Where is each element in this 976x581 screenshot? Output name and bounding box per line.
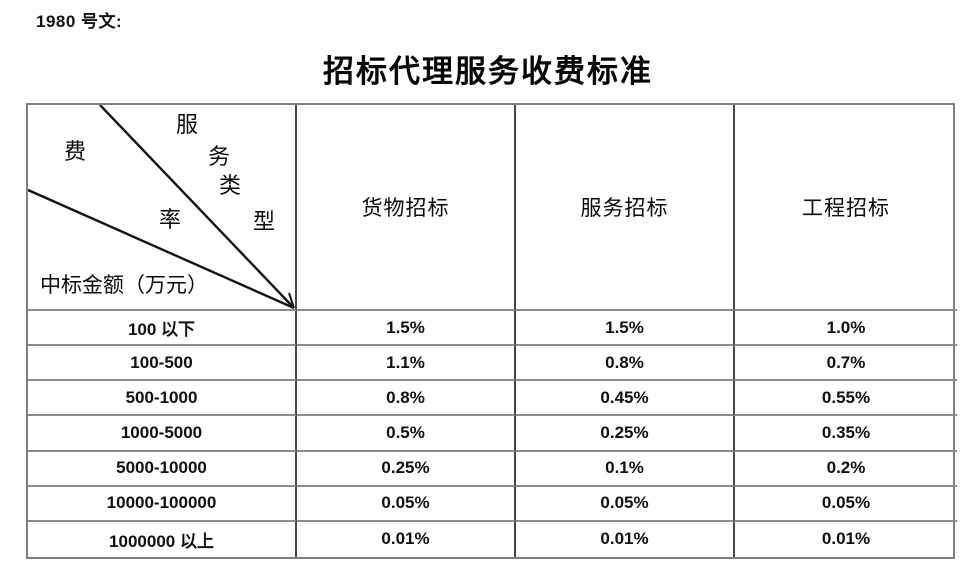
service-rate-cell: 0.8% <box>516 346 735 382</box>
corner-type-char-3: 类 <box>219 173 242 198</box>
amount-range-cell: 1000-5000 <box>28 416 297 452</box>
engineering-rate-cell: 1.0% <box>735 311 957 347</box>
amount-range-cell: 500-1000 <box>28 381 297 417</box>
amount-range-cell: 100-500 <box>28 346 297 382</box>
goods-rate-cell: 0.5% <box>297 416 516 452</box>
engineering-rate-cell: 0.05% <box>735 487 957 522</box>
engineering-rate-cell: 0.2% <box>735 452 957 487</box>
diagonal-divider-lines <box>28 105 295 309</box>
service-rate-cell: 0.45% <box>516 381 735 417</box>
goods-rate-cell: 0.25% <box>297 451 516 487</box>
engineering-rate-cell: 0.35% <box>735 416 957 452</box>
fee-table: 费 率 服 务 类 型 中标金额（万元） 货物招标 服务招标 工程招标 100 … <box>26 103 957 559</box>
amount-range-cell: 1000000 以上 <box>28 521 297 557</box>
corner-header-cell: 费 率 服 务 类 型 中标金额（万元） <box>28 105 297 311</box>
column-header-goods: 货物招标 <box>297 105 516 311</box>
corner-type-char-2: 务 <box>208 144 231 169</box>
corner-fee-char-2: 率 <box>159 207 182 232</box>
column-header-service: 服务招标 <box>516 105 735 311</box>
service-rate-cell: 0.01% <box>516 521 735 557</box>
doc-ref: 1980 号文: <box>36 12 123 31</box>
service-rate-cell: 0.25% <box>516 416 735 452</box>
goods-rate-cell: 0.05% <box>297 486 516 522</box>
engineering-rate-cell: 0.01% <box>821 529 871 549</box>
amount-range-cell: 10000-100000 <box>28 486 297 522</box>
service-rate-cell: 0.05% <box>516 486 735 522</box>
corner-fee-char-1: 费 <box>64 139 87 164</box>
engineering-rate-cell: 0.7% <box>735 346 957 382</box>
amount-range-cell: 100 以下 <box>28 311 297 347</box>
amount-range-cell: 5000-10000 <box>28 451 297 487</box>
corner-type-char-1: 服 <box>176 112 199 137</box>
corner-amount-label: 中标金额（万元） <box>40 273 208 297</box>
goods-rate-cell: 1.5% <box>297 311 516 347</box>
goods-rate-cell: 1.1% <box>297 346 516 382</box>
service-rate-cell: 0.1% <box>516 451 735 487</box>
engineering-rate-cell: 0.55% <box>735 381 957 417</box>
goods-rate-cell: 0.01% <box>297 521 516 557</box>
corner-type-char-4: 型 <box>253 209 276 234</box>
page-title: 招标代理服务收费标准 <box>323 54 653 89</box>
column-header-engineering: 工程招标 <box>735 105 957 311</box>
goods-rate-cell: 0.8% <box>297 381 516 417</box>
service-rate-cell: 1.5% <box>516 311 735 347</box>
